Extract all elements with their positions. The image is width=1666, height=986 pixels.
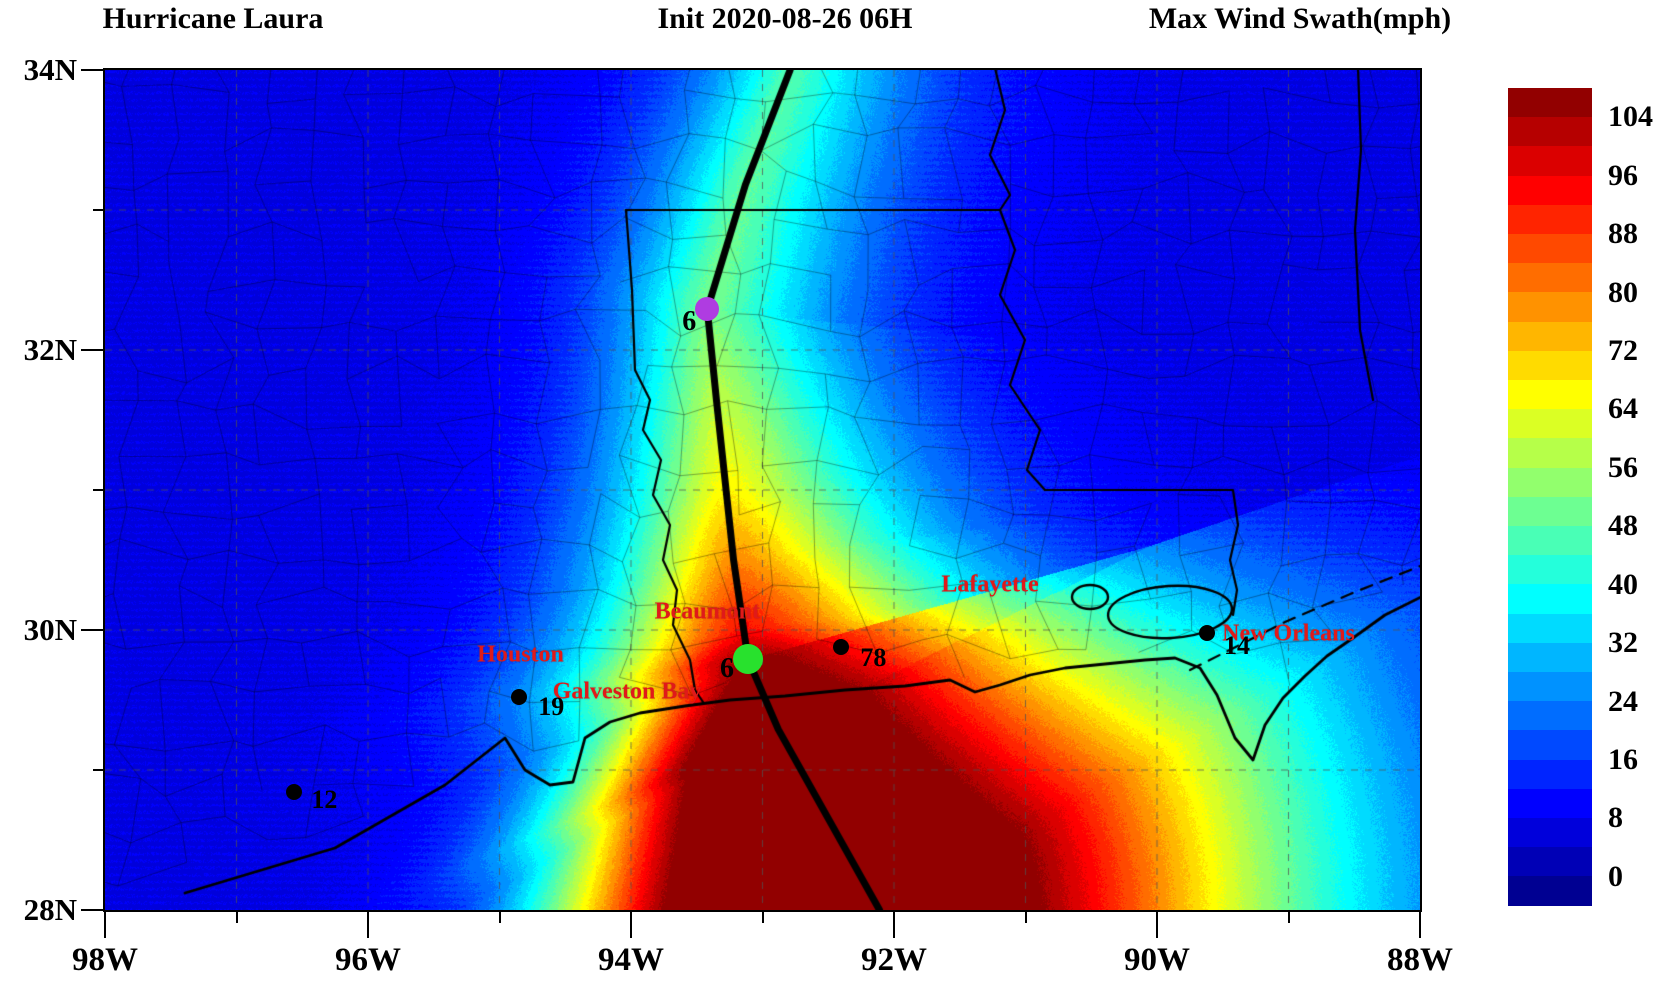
colorbar-tick-label: 8 xyxy=(1608,801,1623,835)
colorbar-tick-label: 24 xyxy=(1608,684,1638,718)
colorbar-tick-label: 72 xyxy=(1608,333,1638,367)
colorbar-segment xyxy=(1508,409,1592,439)
colorbar-segment xyxy=(1508,759,1592,789)
colorbar-segment xyxy=(1508,847,1592,877)
colorbar-tick-label: 104 xyxy=(1608,100,1653,134)
colorbar-tick-label: 64 xyxy=(1608,392,1638,426)
init-time-title: Init 2020-08-26 06H xyxy=(657,2,913,35)
colorbar-tick-label: 32 xyxy=(1608,626,1638,660)
lon-major-tick xyxy=(629,910,633,938)
colorbar-segment xyxy=(1508,642,1592,673)
lon-minor-tick xyxy=(498,910,501,923)
colorbar-segment xyxy=(1508,730,1592,760)
colorbar-segment xyxy=(1508,438,1592,468)
lat-major-tick xyxy=(81,628,105,632)
lon-tick-label: 98W xyxy=(72,942,138,978)
lon-major-tick xyxy=(366,910,370,938)
lat-minor-tick xyxy=(93,489,105,491)
lon-major-tick xyxy=(103,910,107,938)
lon-tick-label: 96W xyxy=(335,942,401,978)
lon-minor-tick xyxy=(235,910,238,923)
colorbar-segment xyxy=(1508,380,1592,410)
lat-major-tick xyxy=(81,68,105,72)
lat-minor-tick xyxy=(93,209,105,211)
lat-tick-label: 28N xyxy=(23,892,77,927)
lat-major-tick xyxy=(81,348,105,352)
lon-minor-tick xyxy=(1287,910,1290,923)
colorbar-tick-label: 40 xyxy=(1608,567,1638,601)
colorbar-segment xyxy=(1508,204,1592,235)
colorbar-segment xyxy=(1508,672,1592,702)
colorbar-segment xyxy=(1508,613,1592,643)
colorbar-segment xyxy=(1508,526,1592,556)
colorbar-segment xyxy=(1508,584,1592,614)
lon-minor-tick xyxy=(761,910,764,923)
colorbar-segment xyxy=(1508,818,1592,848)
colorbar-segment xyxy=(1508,175,1592,205)
colorbar-tick-label: 56 xyxy=(1608,450,1638,484)
lat-major-tick xyxy=(81,908,105,912)
lat-tick-label: 30N xyxy=(23,612,77,647)
colorbar-segment xyxy=(1508,467,1592,497)
lon-tick-label: 88W xyxy=(1387,942,1453,978)
wind-swath-map-canvas xyxy=(105,70,1420,910)
colorbar-tick-label: 0 xyxy=(1608,859,1623,893)
colorbar-segment xyxy=(1508,263,1592,293)
lat-tick-label: 34N xyxy=(23,52,77,87)
field-name-title: Max Wind Swath(mph) xyxy=(1148,2,1452,35)
colorbar-segment xyxy=(1508,350,1592,381)
colorbar-segment xyxy=(1508,321,1592,351)
lon-major-tick xyxy=(1155,910,1159,938)
lon-minor-tick xyxy=(1024,910,1027,923)
lat-tick-label: 32N xyxy=(23,332,77,367)
colorbar-segment xyxy=(1508,292,1592,322)
colorbar-segment xyxy=(1508,117,1592,147)
colorbar-segment xyxy=(1508,788,1592,819)
colorbar-segment xyxy=(1508,701,1592,731)
colorbar-segment xyxy=(1508,876,1592,906)
lat-minor-tick xyxy=(93,769,105,771)
colorbar-segment xyxy=(1508,88,1592,118)
colorbar-segment xyxy=(1508,146,1592,176)
colorbar-tick-label: 88 xyxy=(1608,217,1638,251)
colorbar xyxy=(1508,88,1592,906)
colorbar-segment xyxy=(1508,555,1592,585)
colorbar-segment xyxy=(1508,496,1592,527)
colorbar-segment xyxy=(1508,234,1592,264)
lon-major-tick xyxy=(892,910,896,938)
storm-name-title: Hurricane Laura xyxy=(102,2,324,35)
lon-tick-label: 92W xyxy=(861,942,927,978)
lon-major-tick xyxy=(1418,910,1422,938)
colorbar-tick-label: 16 xyxy=(1608,742,1638,776)
colorbar-tick-label: 48 xyxy=(1608,509,1638,543)
colorbar-tick-label: 96 xyxy=(1608,158,1638,192)
lon-tick-label: 94W xyxy=(598,942,664,978)
lon-tick-label: 90W xyxy=(1124,942,1190,978)
colorbar-tick-label: 80 xyxy=(1608,275,1638,309)
